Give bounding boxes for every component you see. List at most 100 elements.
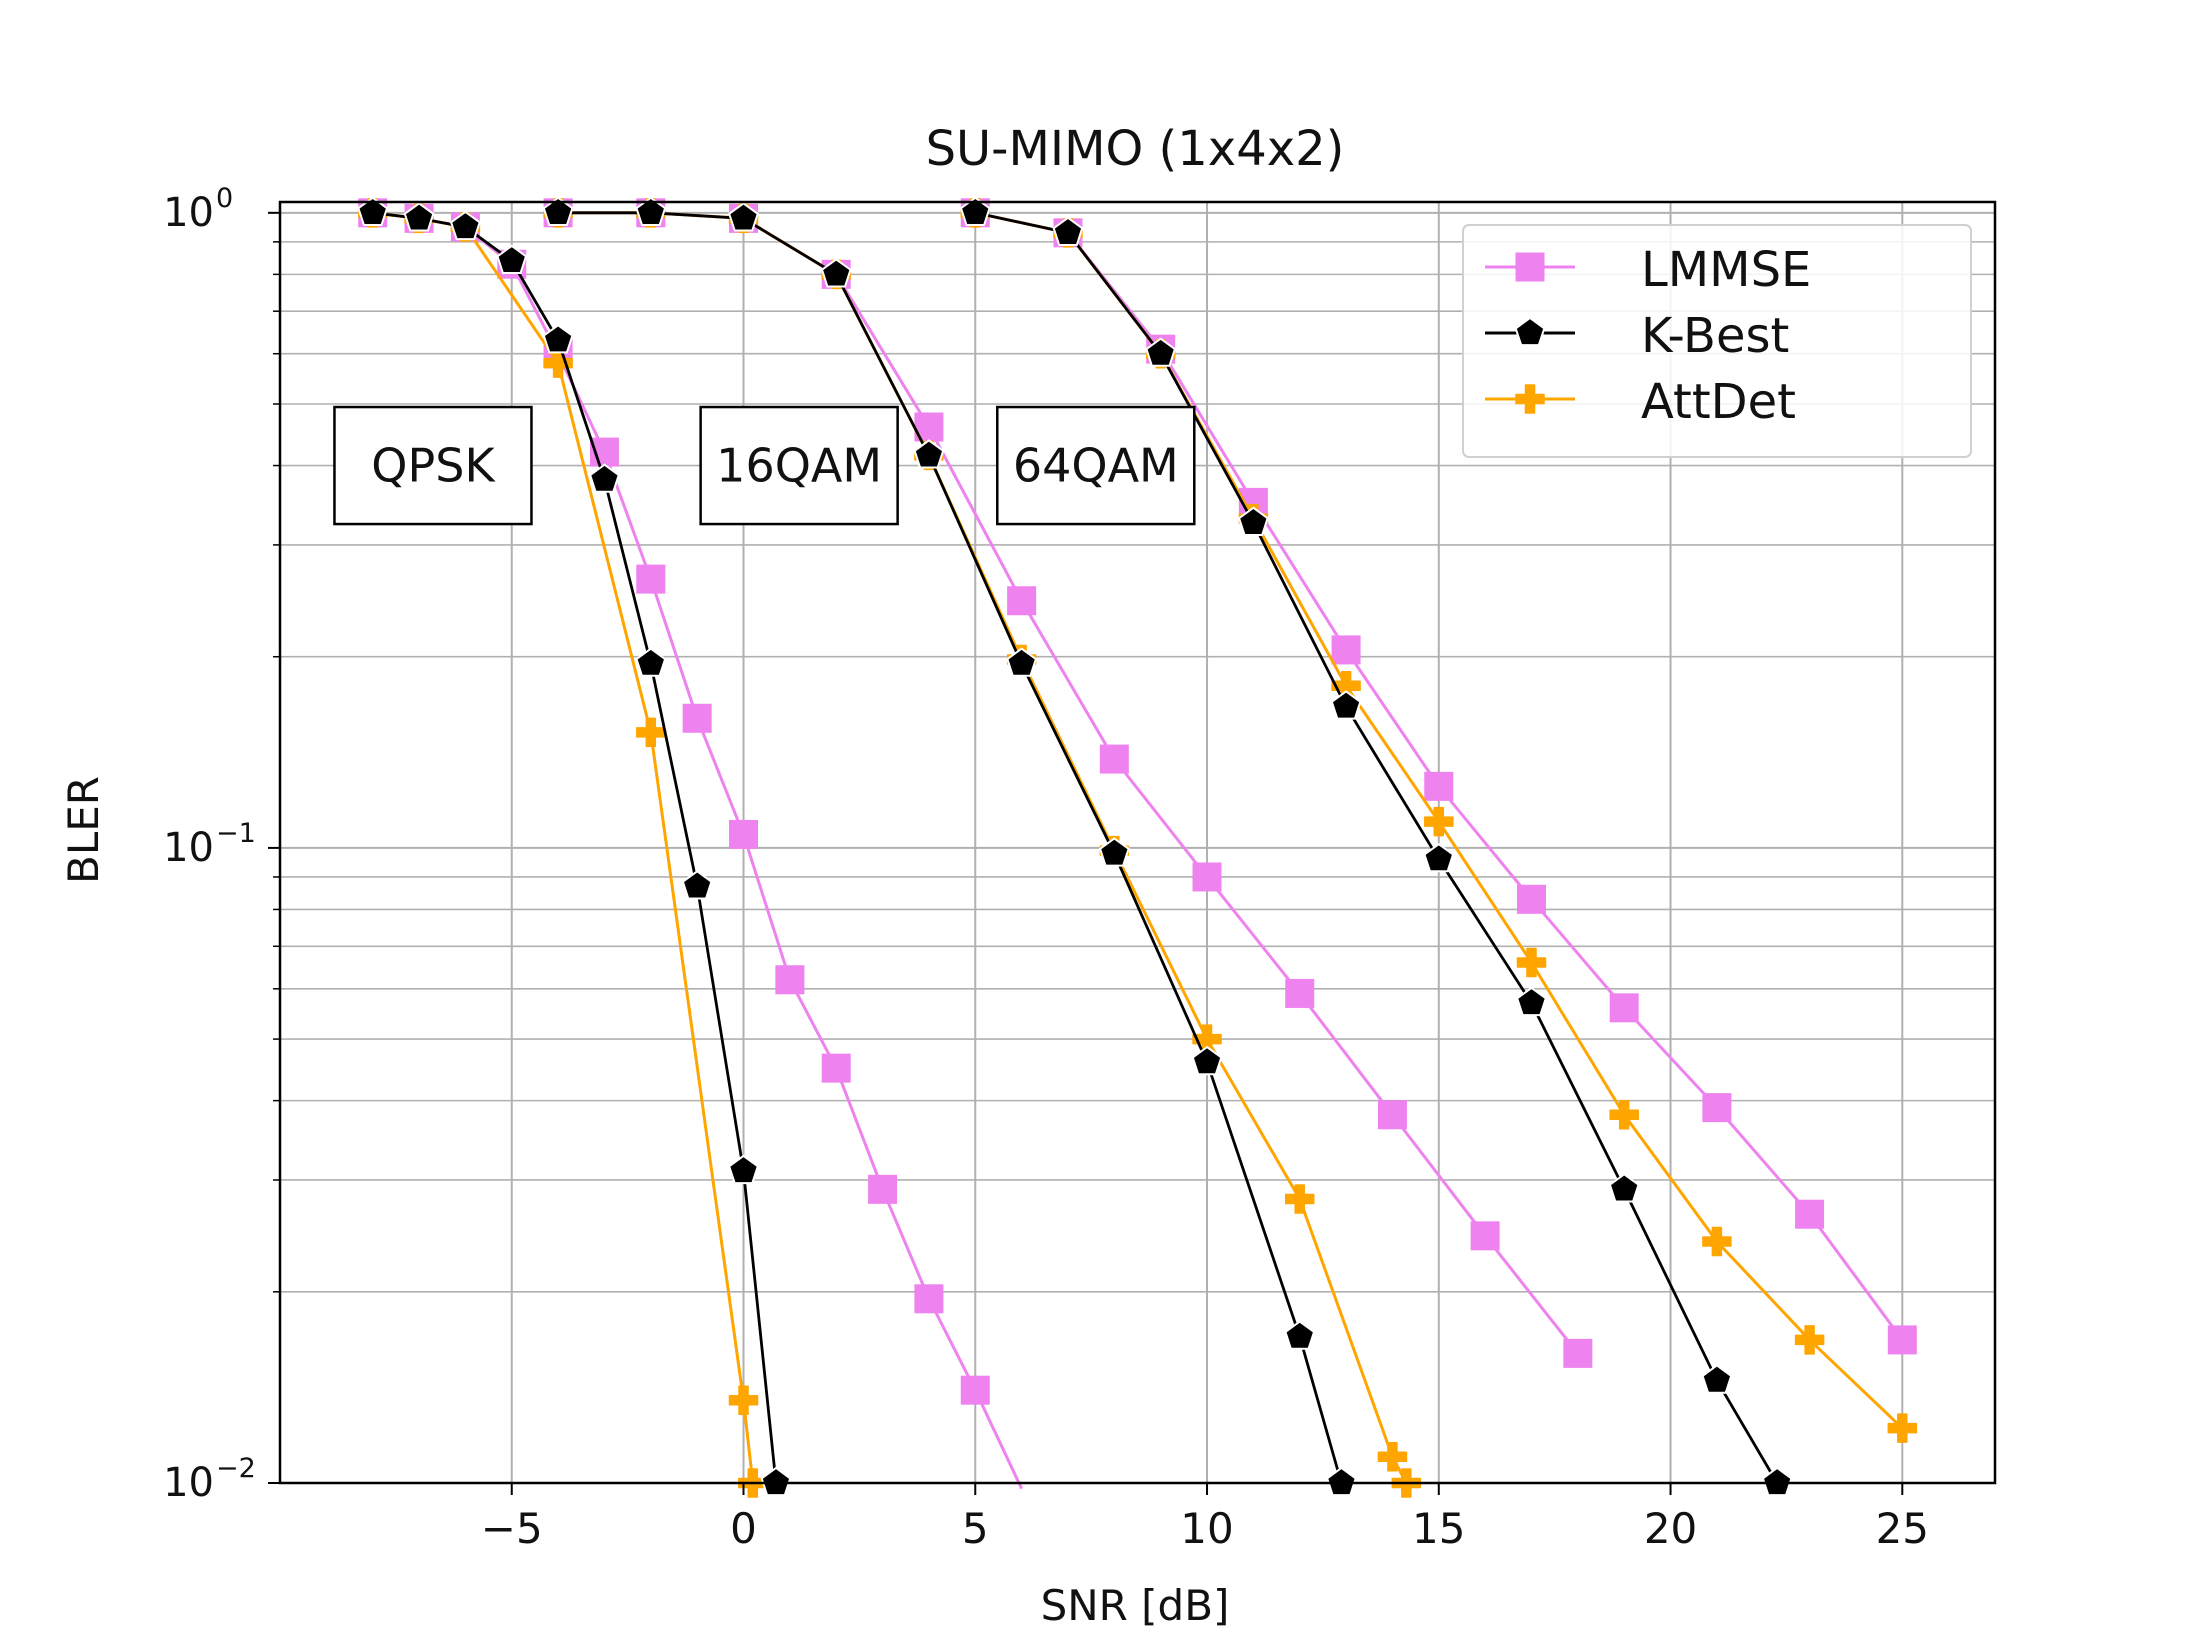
- legend-item-lmmse: LMMSE: [1485, 242, 1811, 298]
- legend-label: K-Best: [1641, 308, 1789, 364]
- attdet-marker: [1515, 384, 1545, 414]
- kbest-marker: [1237, 506, 1269, 536]
- legend-label: LMMSE: [1641, 242, 1811, 298]
- series-line-k-best-qpsk: [372, 211, 778, 1484]
- kbest-marker: [589, 463, 620, 493]
- lmmse-marker: [1099, 744, 1129, 774]
- kbest-marker: [728, 202, 759, 232]
- legend-item-attdet: AttDet: [1485, 374, 1796, 430]
- kbest-marker: [1284, 1320, 1316, 1350]
- kbest-marker: [1514, 316, 1546, 347]
- kbest-marker: [681, 870, 713, 900]
- kbest-marker: [1423, 842, 1455, 873]
- annotation-label: 64QAM: [1013, 439, 1179, 493]
- x-tick-label: −5: [481, 1504, 543, 1553]
- attdet-marker: [728, 1385, 759, 1415]
- kbest-marker: [1761, 1466, 1793, 1497]
- lmmse-marker: [775, 965, 805, 995]
- legend-label: AttDet: [1641, 374, 1796, 430]
- annotation-box: [333, 405, 533, 526]
- lmmse-marker: [1377, 1100, 1407, 1130]
- attdet-marker: [1516, 947, 1547, 978]
- attdet-marker: [1794, 1325, 1825, 1355]
- legend-item-k-best: K-Best: [1485, 308, 1789, 364]
- attdet-marker: [1377, 1441, 1408, 1472]
- kbest-marker: [959, 196, 991, 226]
- kbest-marker: [635, 647, 667, 677]
- x-tick-label: 20: [1644, 1504, 1697, 1553]
- series-k-best-qpsk: [357, 196, 792, 1497]
- modulation-labels: QPSK 16QAM 64QAM: [333, 405, 1196, 526]
- x-tick-label: 0: [730, 1504, 757, 1553]
- kbest-marker: [357, 196, 389, 226]
- lmmse-marker: [1795, 1199, 1825, 1229]
- chart-title: SU-MIMO (1x4x2): [926, 121, 1345, 177]
- attdet-marker: [1424, 806, 1454, 837]
- kbest-marker: [496, 244, 528, 274]
- annotation-label: QPSK: [371, 439, 496, 493]
- lmmse-marker: [682, 703, 712, 733]
- x-axis: −5 0 5 10 15 20 25: [481, 1483, 1929, 1553]
- annotation-16qam: 16QAM: [699, 405, 899, 526]
- kbest-marker: [1052, 216, 1084, 246]
- lmmse-marker: [960, 1375, 990, 1405]
- lmmse-marker: [1516, 884, 1546, 914]
- lmmse-marker: [1515, 252, 1545, 282]
- attdet-marker: [543, 348, 573, 378]
- series-k-best-16qam: [542, 196, 1357, 1497]
- attdet-marker: [1887, 1413, 1918, 1443]
- x-tick-label: 25: [1876, 1504, 1929, 1553]
- lmmse-marker: [821, 1053, 851, 1083]
- series-line-k-best-16qam: [558, 211, 1343, 1484]
- legend: LMMSE K-Best AttDet: [1462, 224, 1972, 458]
- attdet-marker: [636, 717, 666, 748]
- annotation-box: [996, 405, 1196, 526]
- series-clip-group: [357, 196, 1918, 1498]
- lmmse-marker: [1285, 978, 1315, 1008]
- annotation-64qam: 64QAM: [996, 405, 1196, 526]
- kbest-marker: [1330, 690, 1362, 720]
- kbest-marker: [1608, 1173, 1640, 1203]
- x-tick-label: 10: [1180, 1504, 1233, 1553]
- lmmse-marker: [1609, 993, 1639, 1023]
- lmmse-marker: [1563, 1338, 1593, 1368]
- series-line-k-best-64qam: [975, 211, 1779, 1484]
- kbest-marker: [913, 439, 945, 469]
- kbest-marker: [635, 196, 667, 226]
- lmmse-marker: [868, 1174, 898, 1204]
- x-axis-label: SNR [dB]: [1041, 1581, 1230, 1630]
- kbest-marker: [760, 1466, 792, 1497]
- kbest-marker: [1145, 337, 1177, 367]
- lmmse-marker: [729, 819, 759, 849]
- series-k-best-64qam: [959, 196, 1793, 1497]
- annotation-label: 16QAM: [716, 439, 882, 493]
- kbest-marker: [542, 324, 574, 354]
- x-tick-label: 15: [1412, 1504, 1465, 1553]
- lmmse-marker: [636, 564, 666, 594]
- plot-frame: [278, 200, 1997, 1485]
- series-layer: [357, 196, 1918, 1498]
- y-tick-exponent: −2: [216, 1453, 256, 1484]
- y-tick-label: 10: [163, 825, 214, 871]
- annotation-box: [699, 405, 899, 526]
- y-tick-label: 10: [163, 190, 214, 236]
- kbest-marker: [728, 1154, 759, 1185]
- attdet-marker: [1702, 1226, 1732, 1257]
- y-tick-exponent: 0: [216, 183, 233, 214]
- lmmse-marker: [1702, 1093, 1732, 1123]
- lmmse-marker: [1424, 771, 1454, 801]
- legend-box: [1462, 224, 1972, 458]
- y-tick-exponent: −1: [216, 818, 256, 849]
- lmmse-marker: [1470, 1221, 1500, 1251]
- kbest-marker: [1326, 1466, 1357, 1497]
- annotation-qpsk: QPSK: [333, 405, 533, 526]
- attdet-marker: [1609, 1100, 1639, 1130]
- kbest-marker: [1006, 647, 1038, 677]
- kbest-marker: [1701, 1364, 1733, 1394]
- kbest-marker: [403, 202, 435, 232]
- kbest-marker: [1098, 837, 1130, 867]
- lmmse-marker: [914, 1284, 944, 1314]
- x-tick-label: 5: [962, 1504, 989, 1553]
- lmmse-marker: [1331, 635, 1361, 665]
